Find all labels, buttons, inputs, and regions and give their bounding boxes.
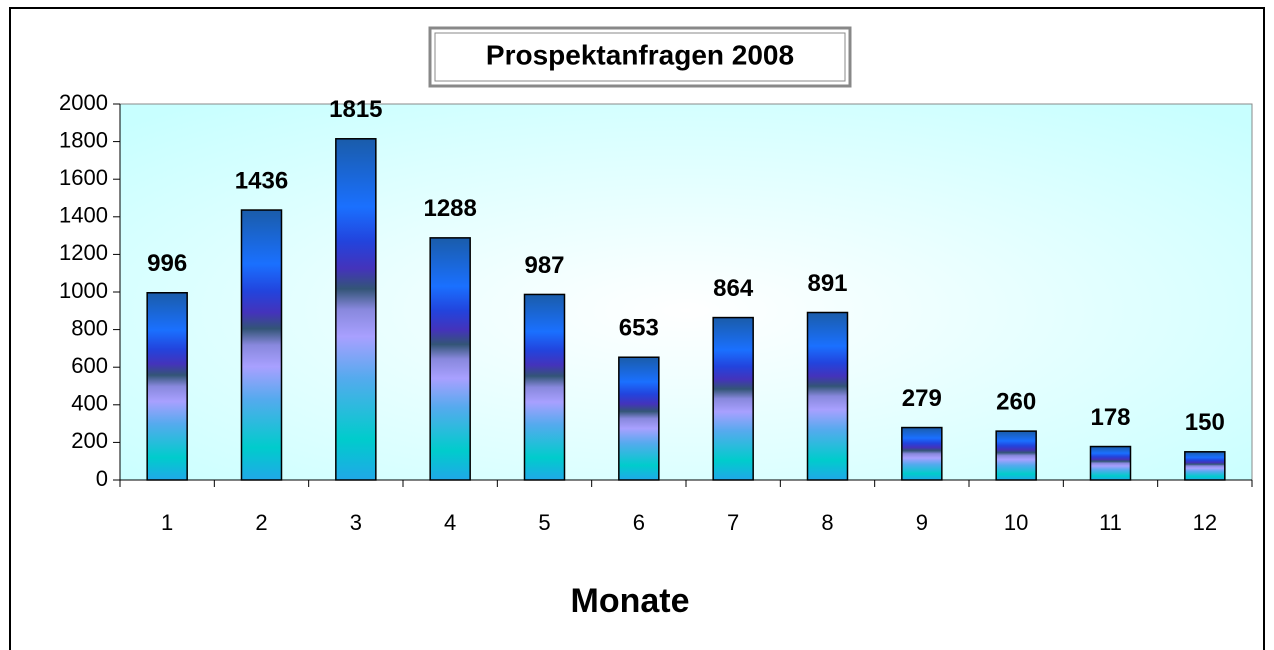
y-tick-label: 400 — [71, 391, 108, 416]
y-tick-label: 1400 — [59, 203, 108, 228]
y-tick-label: 2000 — [59, 90, 108, 115]
data-label: 279 — [902, 385, 942, 412]
bar — [523, 293, 566, 481]
chart-title: Prospektanfragen 2008 — [486, 39, 794, 70]
x-tick-label: 8 — [821, 510, 833, 535]
title-box-inner — [434, 32, 846, 82]
data-label: 987 — [524, 252, 564, 279]
x-axis-label: Monate — [571, 582, 690, 620]
bar — [335, 138, 377, 481]
data-label: 260 — [996, 388, 1036, 415]
x-tick-label: 3 — [350, 510, 362, 535]
data-label: 150 — [1185, 409, 1225, 436]
x-tick-label: 1 — [161, 510, 173, 535]
data-label: 864 — [713, 275, 754, 302]
bar — [901, 426, 943, 481]
data-label: 1815 — [329, 96, 382, 123]
y-tick-label: 1000 — [59, 278, 108, 303]
x-tick-label: 12 — [1193, 510, 1217, 535]
x-tick-label: 9 — [916, 510, 928, 535]
x-tick-label: 11 — [1099, 510, 1122, 535]
data-label: 891 — [807, 270, 847, 297]
y-tick-label: 1600 — [59, 165, 108, 190]
data-label: 653 — [619, 315, 659, 342]
x-tick-label: 7 — [727, 510, 739, 535]
x-tick-label: 5 — [538, 510, 550, 535]
bar — [1184, 451, 1226, 481]
x-tick-label: 10 — [1004, 510, 1028, 535]
data-label: 1436 — [235, 167, 288, 194]
data-label: 1288 — [423, 195, 476, 222]
y-tick-label: 800 — [71, 315, 108, 340]
bar — [429, 237, 471, 481]
y-tick-label: 1800 — [59, 127, 108, 152]
y-tick-label: 200 — [71, 428, 108, 453]
x-tick-label: 6 — [633, 510, 645, 535]
data-label: 996 — [147, 250, 187, 277]
y-tick-label: 0 — [96, 466, 108, 491]
y-tick-label: 600 — [71, 353, 108, 378]
title-box — [428, 26, 852, 88]
x-tick-label: 2 — [255, 510, 267, 535]
y-tick-label: 1200 — [59, 240, 108, 265]
bar — [146, 292, 188, 481]
plot-area — [119, 103, 1253, 481]
bar — [1089, 445, 1132, 481]
bar — [618, 356, 660, 481]
bar — [712, 316, 754, 481]
data-label: 178 — [1090, 404, 1130, 431]
x-tick-label: 4 — [444, 510, 456, 535]
bar — [806, 311, 849, 481]
bar — [995, 430, 1037, 481]
bar — [240, 209, 283, 481]
